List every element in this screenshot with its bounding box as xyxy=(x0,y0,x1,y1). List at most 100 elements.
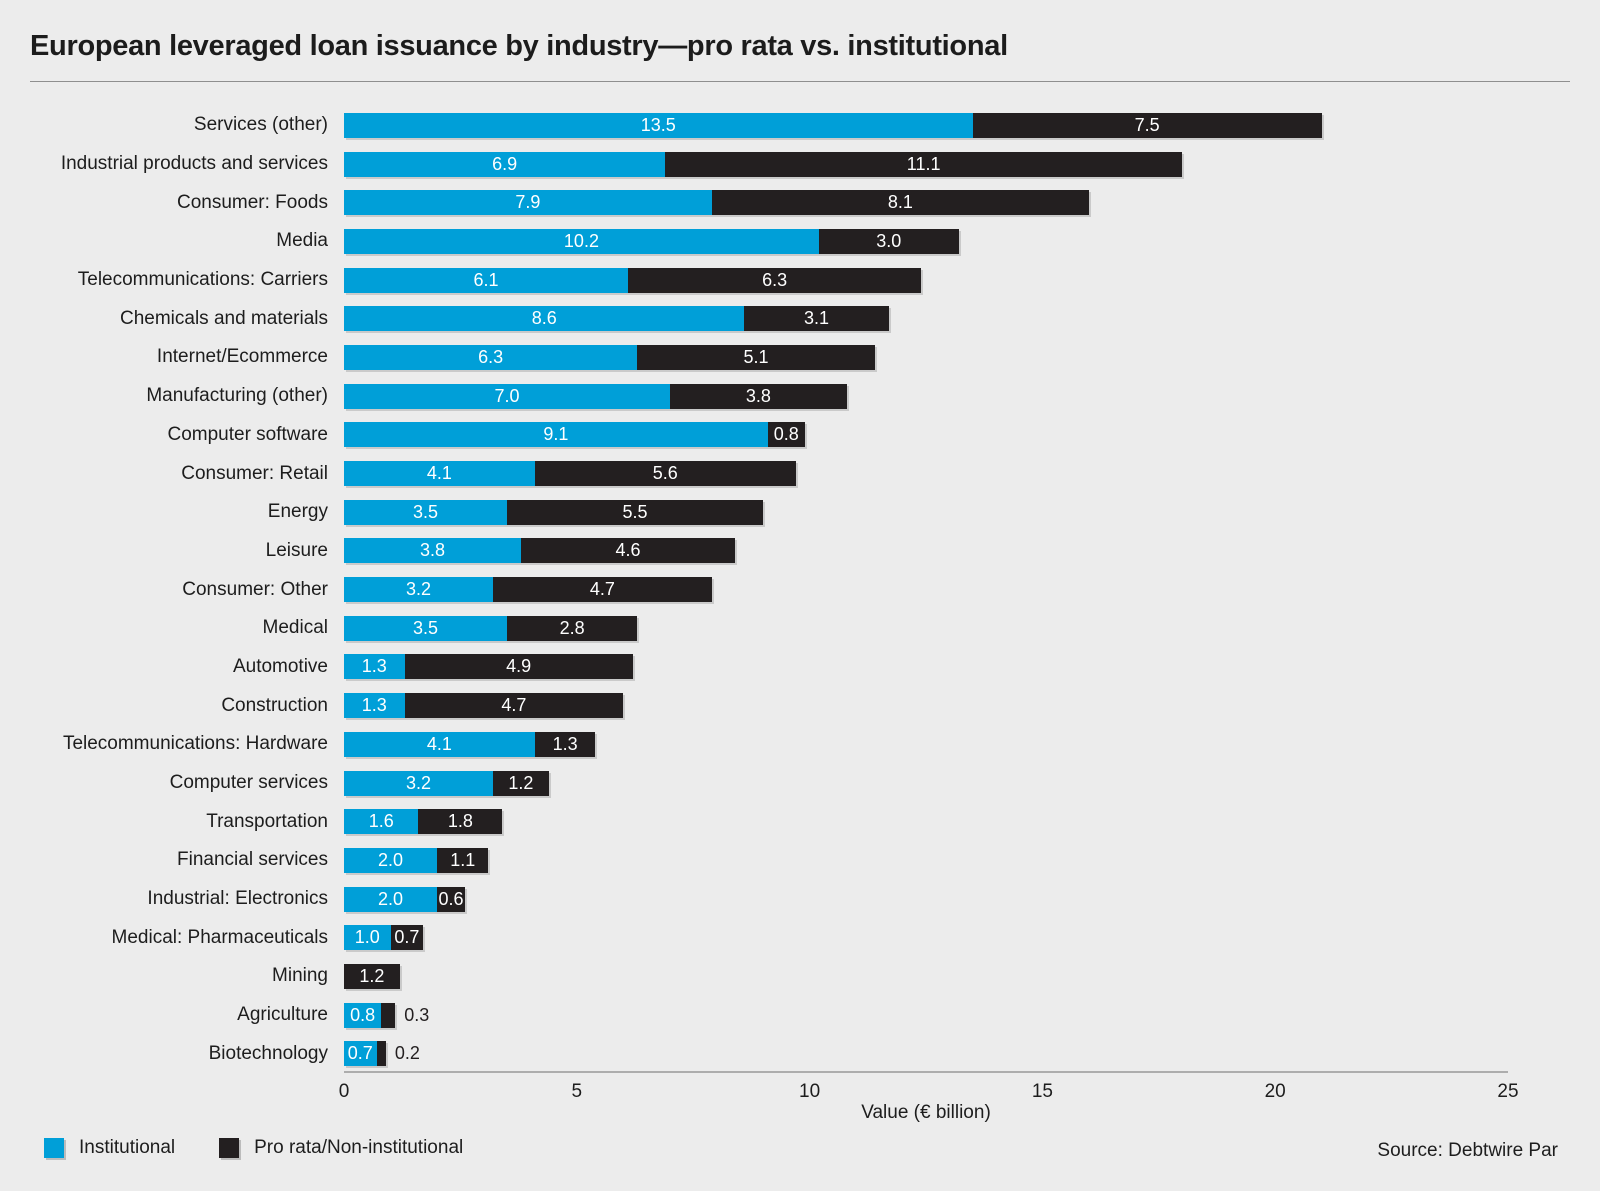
bar-stack: 6.3 5.1 xyxy=(344,344,875,370)
institutional-segment: 3.5 xyxy=(344,615,507,641)
bar-value-label: 3.1 xyxy=(804,308,830,329)
bar-value-label: 4.6 xyxy=(615,540,641,561)
category-label: Consumer: Foods xyxy=(176,191,328,213)
bar-stack: 7.9 8.1 xyxy=(344,190,1089,216)
bar-value-label: 1.0 xyxy=(354,927,380,948)
bar-value-label: 7.0 xyxy=(494,385,520,406)
prorata-segment: 2.8 xyxy=(506,615,638,641)
category-label: Manufacturing (other) xyxy=(146,385,328,407)
chart-row: Telecommunications: Carriers 6.1 6.3 xyxy=(0,261,1600,300)
prorata-segment: 3.1 xyxy=(744,306,889,332)
bar-stack: 13.5 7.5 xyxy=(344,112,1322,138)
x-axis-tick-label: 15 xyxy=(1031,1081,1053,1102)
bar-value-label: 8.6 xyxy=(531,308,557,329)
bar-value-label: 9.1 xyxy=(543,424,569,445)
institutional-segment: 6.1 xyxy=(344,267,629,293)
bar-stack: 3.5 5.5 xyxy=(344,499,764,525)
bar-value-label: 0.7 xyxy=(394,927,420,948)
bar-value-label: 3.2 xyxy=(405,579,431,600)
bar-value-label: 1.2 xyxy=(359,965,385,986)
bar-value-label: 3.5 xyxy=(412,501,438,522)
bar-value-label: 0.6 xyxy=(438,888,464,909)
category-label: Chemicals and materials xyxy=(119,307,328,329)
legend-item-prorata: Pro rata/Non-institutional xyxy=(219,1137,463,1159)
bar-value-label: 6.3 xyxy=(762,269,788,290)
institutional-segment: 4.1 xyxy=(344,731,535,757)
chart-row: Medical 3.5 2.8 xyxy=(0,609,1600,648)
bar-value-label: 3.2 xyxy=(405,772,431,793)
bar-value-label: 4.9 xyxy=(506,656,532,677)
bar-stack: 1.6 1.8 xyxy=(344,809,503,835)
institutional-segment: 2.0 xyxy=(344,847,438,873)
institutional-segment: 3.5 xyxy=(344,499,507,525)
bar-stack: 10.2 3.0 xyxy=(344,228,959,254)
bar-value-label: 3.8 xyxy=(419,540,445,561)
legend: Institutional Pro rata/Non-institutional xyxy=(44,1137,463,1159)
bar-stack: 2.0 0.6 xyxy=(344,886,466,912)
bar-value-label: 5.6 xyxy=(652,463,678,484)
bar-value-label: 6.3 xyxy=(478,346,504,367)
bar-value-label: 0.8 xyxy=(773,424,799,445)
institutional-segment: 1.3 xyxy=(344,693,405,719)
legend-item-institutional: Institutional xyxy=(44,1137,175,1159)
category-label: Consumer: Other xyxy=(182,578,328,600)
category-label: Medical: Pharmaceuticals xyxy=(111,926,328,948)
bar-stack: 7.0 3.8 xyxy=(344,383,847,409)
chart-row: Internet/Ecommerce 6.3 5.1 xyxy=(0,338,1600,377)
bar-stack: 4.1 1.3 xyxy=(344,731,596,757)
bar-value-label: 3.5 xyxy=(412,617,438,638)
category-label: Agriculture xyxy=(237,1004,328,1026)
bar-value-label: 5.1 xyxy=(743,346,769,367)
prorata-segment xyxy=(376,1041,386,1067)
institutional-segment: 9.1 xyxy=(344,422,768,448)
bar-stack: 1.2 xyxy=(344,963,400,989)
category-label: Telecommunications: Hardware xyxy=(62,733,328,755)
source-credit: Source: Debtwire Par xyxy=(1377,1140,1558,1161)
category-label: Leisure xyxy=(265,539,328,561)
institutional-segment: 7.9 xyxy=(344,190,712,216)
bar-value-label: 1.3 xyxy=(552,733,578,754)
category-label: Computer services xyxy=(169,772,328,794)
x-axis: 0 5 10 15 20 25 Value (€ billion) xyxy=(339,1071,1519,1123)
chart-row: Services (other) 13.5 7.5 xyxy=(0,106,1600,145)
prorata-segment: 1.1 xyxy=(437,847,489,873)
bar-value-label: 7.9 xyxy=(515,192,541,213)
bar-value-label: 10.2 xyxy=(563,230,599,251)
institutional-segment: 6.3 xyxy=(344,344,638,370)
bar-value-label: 2.0 xyxy=(378,888,404,909)
bar-stack: 1.3 4.7 xyxy=(344,693,624,719)
x-axis-tick-label: 5 xyxy=(571,1081,583,1102)
bar-stack: 0.7 xyxy=(344,1041,386,1067)
institutional-segment: 3.2 xyxy=(344,577,493,603)
bar-value-label: 3.8 xyxy=(745,385,771,406)
category-label: Construction xyxy=(221,694,328,716)
chart-row: Energy 3.5 5.5 xyxy=(0,493,1600,532)
institutional-segment: 4.1 xyxy=(344,461,535,487)
category-label: Medical xyxy=(262,617,328,639)
category-label: Industrial products and services xyxy=(60,153,328,175)
bar-stack: 9.1 0.8 xyxy=(344,422,805,448)
category-label: Financial services xyxy=(177,849,328,871)
category-label: Mining xyxy=(272,965,328,987)
category-label: Consumer: Retail xyxy=(181,462,328,484)
outside-value-label: 0.3 xyxy=(404,1004,430,1025)
chart-row: Medical: Pharmaceuticals 1.0 0.7 xyxy=(0,918,1600,957)
prorata-segment: 8.1 xyxy=(711,190,1089,216)
prorata-segment: 4.9 xyxy=(404,654,633,680)
category-label: Telecommunications: Carriers xyxy=(77,269,328,291)
institutional-segment: 1.0 xyxy=(344,925,391,951)
bar-value-label: 1.3 xyxy=(361,656,387,677)
prorata-segment: 7.5 xyxy=(972,112,1322,138)
chart-row: Agriculture 0.8 0.3 xyxy=(0,996,1600,1035)
bar-value-label: 1.6 xyxy=(368,811,394,832)
chart-row: Automotive 1.3 4.9 xyxy=(0,648,1600,687)
chart-row: Consumer: Other 3.2 4.7 xyxy=(0,570,1600,609)
title-divider xyxy=(30,81,1570,82)
x-axis-tick-label: 20 xyxy=(1264,1081,1286,1102)
bar-value-label: 1.3 xyxy=(361,695,387,716)
bar-stack: 1.0 0.7 xyxy=(344,925,424,951)
prorata-segment: 0.8 xyxy=(767,422,805,448)
chart-row: Manufacturing (other) 7.0 3.8 xyxy=(0,377,1600,416)
prorata-segment: 4.7 xyxy=(492,577,712,603)
bar-value-label: 3.0 xyxy=(876,230,902,251)
